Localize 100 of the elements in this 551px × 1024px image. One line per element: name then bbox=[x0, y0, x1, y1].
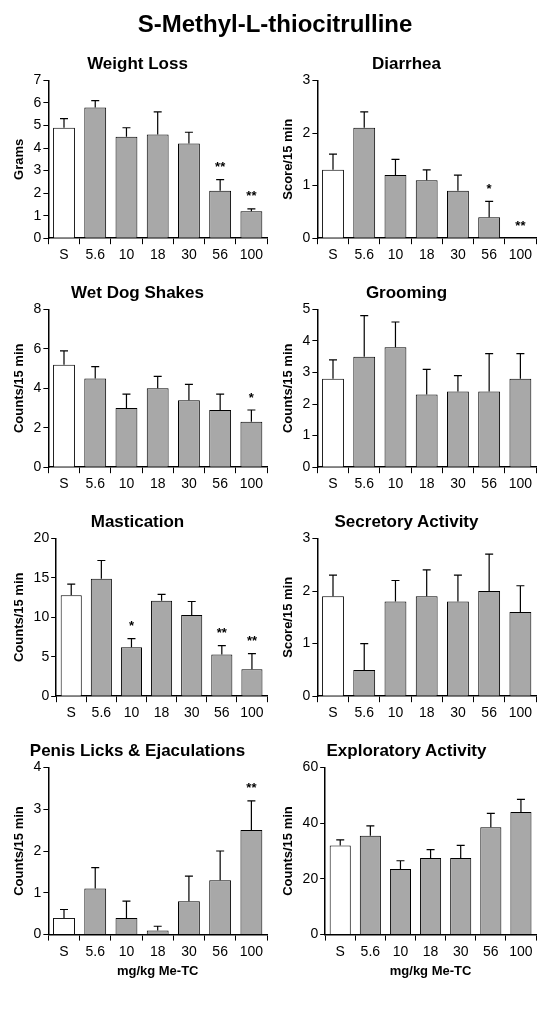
x-tick-label: 100 bbox=[239, 942, 264, 959]
x-tick-label: 10 bbox=[118, 246, 135, 263]
y-tick-label: 2 bbox=[302, 394, 311, 411]
x-tick-label: 18 bbox=[153, 704, 170, 721]
y-axis-title: Grams bbox=[11, 138, 27, 180]
x-tick-label: S bbox=[66, 704, 76, 721]
annotation: ** bbox=[216, 625, 228, 641]
annotation: ** bbox=[246, 633, 258, 649]
x-tick-label: S bbox=[59, 246, 69, 263]
x-tick-label: S bbox=[59, 942, 69, 959]
annotation: ** bbox=[246, 780, 258, 796]
y-tick-label: 20 bbox=[33, 529, 50, 546]
x-tick-label: 30 bbox=[181, 942, 197, 959]
annotation: ** bbox=[215, 159, 227, 175]
x-tick-label: 100 bbox=[239, 246, 264, 263]
chart-title: Grooming bbox=[365, 282, 448, 302]
x-tick-label: 100 bbox=[509, 942, 533, 959]
y-tick-label: 3 bbox=[33, 800, 42, 817]
x-tick-label: S bbox=[328, 246, 338, 263]
y-axis-title: Counts/15 min bbox=[11, 343, 27, 434]
x-tick-label: 30 bbox=[183, 704, 200, 721]
y-tick-label: 60 bbox=[302, 758, 319, 775]
y-tick-label: 3 bbox=[302, 363, 311, 380]
y-tick-label: 2 bbox=[33, 183, 42, 200]
y-tick-label: 2 bbox=[33, 418, 42, 435]
x-tick-label: S bbox=[328, 475, 338, 492]
x-tick-label: 56 bbox=[481, 246, 498, 263]
x-tick-label: 30 bbox=[181, 246, 197, 263]
y-tick-label: 1 bbox=[33, 883, 42, 900]
annotation: * bbox=[128, 618, 135, 634]
y-tick-label: 5 bbox=[41, 647, 50, 664]
y-tick-label: 2 bbox=[302, 581, 311, 598]
x-tick-label: 30 bbox=[181, 475, 197, 492]
x-tick-label: 100 bbox=[239, 475, 264, 492]
y-axis-title: Counts/15 min bbox=[280, 806, 296, 896]
y-tick-label: 3 bbox=[302, 529, 311, 546]
x-tick-label: 5.6 bbox=[91, 704, 112, 721]
y-tick-label: 1 bbox=[302, 634, 311, 651]
x-tick-label: 100 bbox=[508, 475, 533, 492]
chart-title: Wet Dog Shakes bbox=[71, 282, 204, 302]
x-tick-label: 30 bbox=[450, 246, 466, 263]
x-tick-label: S bbox=[335, 942, 345, 959]
x-tick-label: 30 bbox=[450, 475, 466, 492]
x-tick-label: 5.6 bbox=[354, 704, 375, 721]
y-axis-title: Counts/15 min bbox=[280, 343, 296, 434]
y-tick-label: 3 bbox=[302, 71, 311, 88]
y-tick-label: 15 bbox=[33, 568, 50, 585]
chart-title: Mastication bbox=[90, 511, 185, 531]
x-tick-label: 10 bbox=[387, 704, 404, 721]
y-tick-label: 6 bbox=[33, 339, 42, 356]
y-tick-label: 5 bbox=[302, 300, 311, 317]
x-tick-label: 56 bbox=[481, 475, 498, 492]
x-tick-label: 18 bbox=[149, 942, 166, 959]
y-tick-label: 3 bbox=[33, 161, 42, 178]
x-axis-title: mg/kg Me-TC bbox=[116, 962, 200, 978]
y-axis-title: Score/15 min bbox=[280, 576, 296, 658]
y-tick-label: 0 bbox=[302, 687, 311, 704]
y-axis-title: Counts/15 min bbox=[11, 572, 27, 663]
x-tick-label: 18 bbox=[418, 704, 435, 721]
x-tick-label: S bbox=[59, 475, 69, 492]
x-tick-label: 56 bbox=[214, 704, 230, 721]
y-tick-label: 20 bbox=[302, 869, 319, 886]
x-tick-label: 56 bbox=[212, 475, 229, 492]
y-tick-label: 4 bbox=[33, 379, 42, 396]
x-tick-label: 100 bbox=[508, 246, 533, 263]
y-axis-title: Score/15 min bbox=[280, 118, 296, 200]
x-tick-label: 5.6 bbox=[85, 246, 106, 263]
y-tick-label: 40 bbox=[302, 813, 319, 830]
y-tick-label: 1 bbox=[302, 176, 311, 193]
y-tick-label: 4 bbox=[33, 138, 42, 155]
annotation: * bbox=[248, 389, 255, 405]
x-tick-label: 10 bbox=[118, 475, 135, 492]
y-tick-label: 0 bbox=[310, 925, 319, 942]
x-tick-label: 10 bbox=[123, 704, 140, 721]
y-tick-label: 0 bbox=[41, 687, 50, 704]
y-tick-label: 10 bbox=[33, 608, 50, 625]
text: S-Methyl-L-thiocitrulline bbox=[137, 10, 413, 37]
y-axis-title: Counts/15 min bbox=[11, 806, 27, 896]
y-tick-label: 0 bbox=[33, 458, 42, 475]
x-tick-label: 100 bbox=[240, 704, 264, 721]
y-tick-label: 4 bbox=[33, 758, 42, 775]
chart-title: Secretory Activity bbox=[334, 511, 480, 531]
x-tick-label: 10 bbox=[118, 942, 135, 959]
x-tick-label: 5.6 bbox=[85, 942, 106, 959]
x-tick-label: 5.6 bbox=[85, 475, 106, 492]
x-tick-label: 56 bbox=[481, 704, 498, 721]
x-tick-label: 10 bbox=[387, 475, 404, 492]
y-tick-label: 0 bbox=[302, 458, 311, 475]
x-tick-label: 10 bbox=[392, 942, 409, 959]
y-tick-label: 5 bbox=[33, 116, 42, 133]
x-tick-label: 30 bbox=[452, 942, 469, 959]
x-tick-label: 18 bbox=[149, 246, 166, 263]
chart-title: Exploratory Activity bbox=[326, 740, 488, 760]
annotation: ** bbox=[246, 188, 258, 204]
x-tick-label: 30 bbox=[450, 704, 466, 721]
y-tick-label: 6 bbox=[33, 93, 42, 110]
chart-title: Weight Loss bbox=[87, 53, 188, 73]
y-tick-label: 1 bbox=[302, 426, 311, 443]
x-tick-label: 18 bbox=[418, 475, 435, 492]
x-tick-label: 100 bbox=[508, 704, 533, 721]
